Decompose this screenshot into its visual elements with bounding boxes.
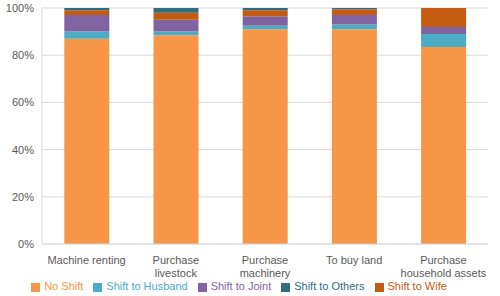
- html-text:Shift to Wife: Shift to Wife: [387, 280, 447, 292]
- svg-text:40%: 40%: [12, 144, 34, 156]
- svg-text:60%: 60%: [12, 96, 34, 108]
- svg-text:0%: 0%: [18, 238, 34, 250]
- svg-text:80%: 80%: [12, 49, 34, 61]
- svg-text:100%: 100%: [8, 2, 34, 14]
- html-text:No Shift: No Shift: [44, 280, 84, 292]
- svg-text:To buy land: To buy land: [326, 254, 382, 266]
- html-text:Shift to Husband: Shift to Husband: [106, 280, 188, 292]
- svg-text:Purchaselivestock: Purchaselivestock: [153, 254, 199, 279]
- html-text:Shift to Joint: Shift to Joint: [210, 280, 272, 292]
- svg-text:20%: 20%: [12, 191, 34, 203]
- svg-text:Machine renting: Machine renting: [47, 254, 125, 266]
- html-text:Shift to Others: Shift to Others: [294, 280, 365, 292]
- svg-text:Purchasemachinery: Purchasemachinery: [240, 254, 291, 279]
- svg-text:Purchasehousehold assets: Purchasehousehold assets: [401, 254, 487, 279]
